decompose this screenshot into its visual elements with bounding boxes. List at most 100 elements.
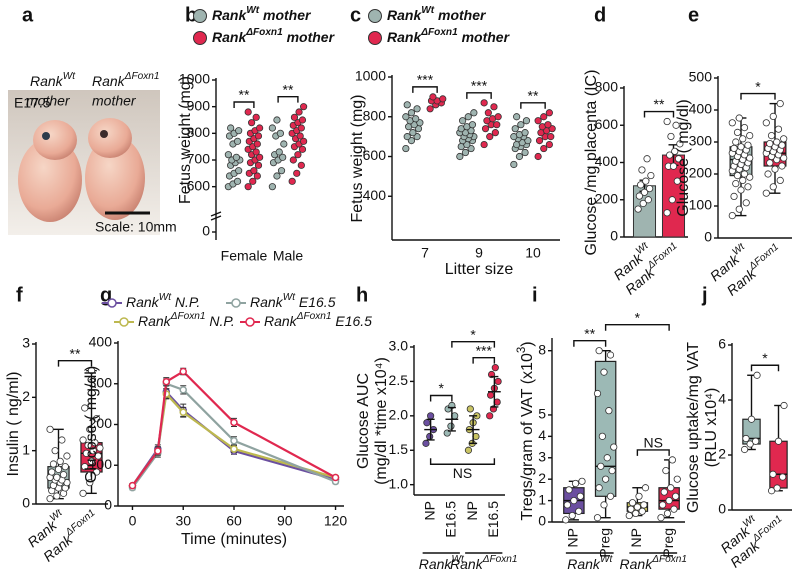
x-tick-label: 9 — [475, 245, 483, 261]
x-tick-label: NP — [628, 528, 644, 547]
text-part: Wt — [600, 554, 614, 565]
data-point — [256, 124, 264, 132]
significance-label: * — [470, 326, 476, 342]
x-tick-label: NP — [565, 528, 581, 547]
panel-letter: f — [16, 284, 23, 306]
y-tick-label: 1.0 — [389, 475, 409, 491]
data-point — [439, 95, 447, 103]
data-point — [644, 196, 652, 204]
x-tick-label: 10 — [525, 245, 541, 261]
y-tick-label: 100 — [89, 456, 113, 472]
data-point — [466, 405, 474, 413]
data-point — [643, 155, 651, 163]
y-tick-label: 0 — [610, 228, 618, 244]
y-tick-label: 2.5 — [389, 372, 409, 388]
data-point — [534, 152, 542, 161]
panel-letter: a — [22, 4, 34, 26]
data-point — [54, 465, 63, 473]
data-point — [778, 141, 786, 149]
data-point — [728, 119, 736, 127]
text-part: Wt — [421, 5, 435, 16]
legend-marker — [107, 298, 117, 308]
y-tick-label: 4 — [718, 391, 726, 407]
data-point — [293, 169, 301, 177]
data-point — [668, 456, 676, 464]
y-tick-label: 600 — [363, 147, 387, 163]
y-tick-label: 0 — [704, 229, 712, 245]
data-point — [49, 460, 58, 468]
significance-bracket — [750, 364, 780, 372]
data-point — [565, 486, 573, 494]
group-label: RankΔFoxn1 — [450, 554, 517, 572]
data-point — [545, 109, 553, 117]
data-point — [744, 141, 752, 149]
significance-label: ** — [283, 81, 294, 97]
data-point — [628, 499, 637, 507]
data-point — [766, 140, 774, 148]
y-tick-label: 1 — [22, 441, 30, 457]
legend-marker — [245, 317, 255, 327]
data-point — [521, 129, 529, 137]
data-point — [179, 408, 187, 417]
data-point — [627, 505, 635, 513]
y-axis-label: Glucose /mg placenta (IC) — [583, 70, 600, 256]
error-bar — [490, 375, 499, 408]
photo-stage: E17.5 — [14, 95, 51, 111]
y-tick-label: 900 — [187, 97, 211, 113]
data-point — [767, 487, 776, 495]
data-point — [254, 161, 263, 169]
data-point — [464, 446, 473, 454]
significance-bracket — [740, 92, 776, 100]
y-axis-label: Fetus weight (mg) — [177, 76, 194, 204]
data-point — [728, 212, 736, 220]
data-point — [300, 137, 308, 145]
legend-label: RankΔFoxn1 mother — [212, 27, 336, 45]
data-point — [665, 496, 673, 505]
data-point — [56, 457, 64, 465]
data-point — [632, 509, 640, 518]
text-part: Wt — [159, 292, 173, 303]
data-point — [634, 205, 642, 213]
text-part: mother — [283, 29, 336, 45]
y-tick-label: 3.0 — [389, 338, 409, 354]
data-point — [295, 108, 303, 116]
data-point — [641, 484, 650, 492]
panel-letter: h — [356, 284, 368, 306]
data-point — [79, 436, 87, 444]
y-tick-label: 1 — [538, 491, 546, 507]
data-point — [732, 138, 740, 146]
data-point — [179, 386, 187, 394]
data-point — [459, 117, 467, 125]
data-point — [540, 144, 548, 153]
data-point — [491, 364, 499, 372]
data-point — [778, 162, 786, 170]
significance-label: * — [439, 380, 445, 396]
data-point — [663, 509, 672, 518]
significance-bracket — [277, 95, 299, 103]
y-tick-label: 1000 — [355, 68, 386, 84]
significance-bracket — [466, 92, 492, 99]
data-point — [774, 437, 783, 445]
panel-letter: b — [185, 4, 197, 26]
data-point — [635, 492, 643, 500]
data-point — [667, 484, 675, 492]
data-point — [746, 132, 754, 140]
data-point — [253, 140, 261, 148]
y-tick-label: 600 — [187, 177, 211, 193]
data-point — [484, 109, 492, 117]
photo-caption: mother — [92, 93, 137, 109]
data-point — [46, 495, 54, 503]
data-point — [640, 501, 648, 509]
text-part: ΔFoxn1 — [296, 311, 332, 322]
x-tick-label: 60 — [226, 513, 242, 529]
data-point — [407, 109, 416, 117]
data-point — [779, 473, 787, 481]
significance-bracket — [429, 394, 453, 402]
data-point — [298, 145, 307, 153]
y-tick-label: 200 — [689, 165, 713, 181]
data-point — [128, 481, 137, 490]
data-point — [544, 121, 552, 129]
y-tick-label: 5 — [538, 406, 546, 422]
fetus-image — [85, 136, 145, 220]
text-part: Tregs/gram of VAT (x10 — [519, 353, 536, 521]
